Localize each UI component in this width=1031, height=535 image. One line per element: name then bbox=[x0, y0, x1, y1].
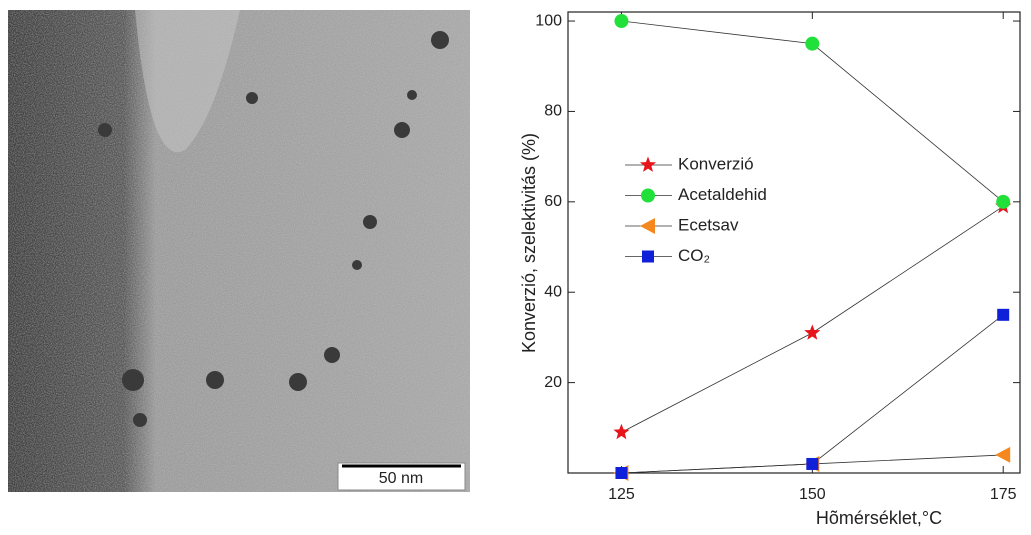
x-tick-label: 150 bbox=[799, 486, 826, 503]
x-axis-title: Hõmérséklet,°C bbox=[816, 508, 942, 528]
chart: Hõmérséklet,°C Konverzió, szelektivitás … bbox=[519, 11, 1021, 528]
marker bbox=[804, 324, 821, 340]
legend-marker bbox=[642, 250, 654, 263]
marker bbox=[613, 423, 630, 440]
y-axis-title: Konverzió, szelektivitás (%) bbox=[519, 133, 539, 353]
marker bbox=[996, 194, 1011, 209]
scale-bar-label: 50 nm bbox=[379, 470, 423, 487]
legend-label: Acetaldehid bbox=[678, 185, 767, 204]
y-tick-label: 40 bbox=[544, 283, 562, 300]
y-tick-label: 20 bbox=[544, 374, 562, 391]
marker bbox=[995, 446, 1011, 463]
y-tick-label: 100 bbox=[535, 12, 562, 29]
tem-image: 50 nm bbox=[8, 10, 470, 492]
legend-label: Konverzió bbox=[678, 154, 754, 173]
marker bbox=[805, 36, 820, 51]
y-tick-label: 60 bbox=[544, 193, 562, 210]
marker bbox=[615, 467, 628, 479]
marker bbox=[997, 308, 1010, 321]
series-line bbox=[621, 206, 1004, 433]
marker bbox=[806, 457, 819, 470]
legend-marker bbox=[640, 218, 655, 234]
series-line bbox=[621, 314, 1004, 474]
legend-label: Ecetsav bbox=[678, 215, 739, 234]
marker bbox=[614, 14, 629, 29]
y-tick-label: 80 bbox=[544, 103, 562, 120]
legend-label: CO₂ bbox=[678, 246, 710, 265]
x-tick-label: 125 bbox=[608, 486, 635, 503]
legend-marker bbox=[641, 188, 655, 203]
legend-marker bbox=[639, 156, 657, 172]
x-tick-label: 175 bbox=[990, 486, 1017, 503]
